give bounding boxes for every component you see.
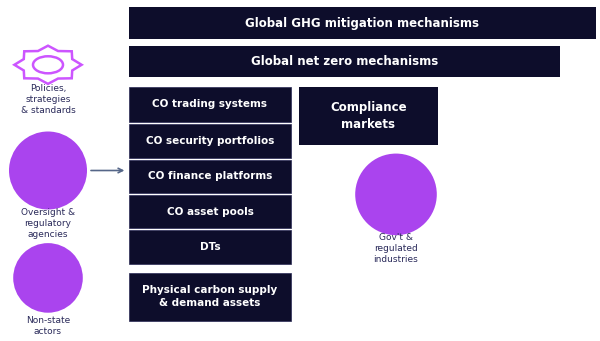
Bar	[129, 160, 291, 193]
Bar	[299, 87, 438, 145]
Text: CO security portfolios: CO security portfolios	[146, 136, 274, 146]
Text: Policies,
strategies
& standards: Policies, strategies & standards	[20, 84, 76, 115]
Text: Compliance
markets: Compliance markets	[330, 101, 407, 131]
Text: CO finance platforms: CO finance platforms	[148, 171, 272, 181]
Text: Non-state
actors: Non-state actors	[26, 316, 70, 337]
Text: Physical carbon supply
& demand assets: Physical carbon supply & demand assets	[142, 285, 278, 308]
Text: DTs: DTs	[200, 242, 220, 252]
Bar	[129, 273, 291, 321]
Bar	[129, 195, 291, 228]
Text: Global GHG mitigation mechanisms: Global GHG mitigation mechanisms	[245, 16, 479, 30]
Bar	[129, 87, 291, 122]
Text: Oversight &
regulatory
agencies: Oversight & regulatory agencies	[21, 208, 75, 239]
Text: Gov't &
regulated
industries: Gov't & regulated industries	[374, 233, 418, 264]
Text: CO trading systems: CO trading systems	[152, 99, 268, 109]
Text: CO asset pools: CO asset pools	[167, 207, 253, 217]
Bar	[129, 230, 291, 264]
Bar	[129, 46, 560, 77]
Bar	[129, 124, 291, 158]
Ellipse shape	[355, 153, 437, 235]
Ellipse shape	[9, 132, 87, 209]
Text: Global net zero mechanisms: Global net zero mechanisms	[251, 55, 438, 68]
Ellipse shape	[13, 243, 83, 313]
Bar	[129, 7, 596, 39]
